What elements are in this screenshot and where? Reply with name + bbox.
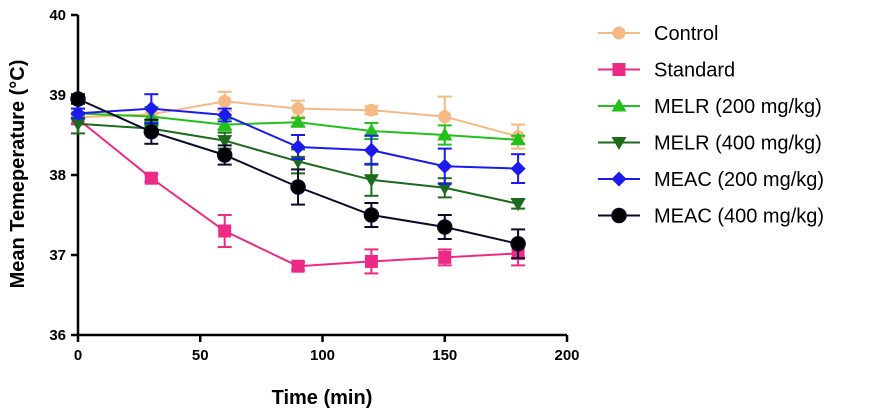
legend-marker <box>611 98 627 112</box>
data-point <box>144 171 158 185</box>
data-point <box>438 110 452 124</box>
data-point <box>510 236 526 252</box>
data-point <box>218 224 232 238</box>
y-axis-title: Mean Temeperature (°C) <box>7 60 29 289</box>
data-point <box>70 91 86 107</box>
y-tick-label: 36 <box>49 327 66 344</box>
data-point <box>363 123 379 137</box>
data-point <box>363 142 379 158</box>
data-point <box>510 161 526 177</box>
legend-label: Standard <box>654 60 735 82</box>
legend-label: Control <box>654 23 718 45</box>
data-point <box>510 132 526 146</box>
legend-item-3: MELR (200 mg/kg) <box>598 96 822 118</box>
data-point <box>291 102 305 116</box>
data-point <box>290 114 306 128</box>
legend-label: MELR (400 mg/kg) <box>654 133 822 155</box>
axes: 36 37 38 39 40 0 50 100 150 200 <box>49 7 579 364</box>
data-point <box>217 117 233 131</box>
legend-marker <box>612 63 626 76</box>
data-point <box>290 139 306 155</box>
data-point <box>510 198 526 212</box>
data-point <box>218 94 232 108</box>
data-point <box>437 182 453 196</box>
legend-item-6: MEAC (400 mg/kg) <box>598 206 824 228</box>
legend-label: MEAC (200 mg/kg) <box>654 169 824 191</box>
legend-item-4: MELR (400 mg/kg) <box>598 133 822 155</box>
data-point <box>437 158 453 174</box>
data-point <box>363 207 380 223</box>
legend-marker <box>611 137 627 150</box>
data-point <box>217 107 233 123</box>
y-tick-label: 37 <box>49 247 66 264</box>
legend-item-5: MEAC (200 mg/kg) <box>598 169 824 191</box>
y-tick-label: 40 <box>49 7 66 24</box>
legend-label: MELR (200 mg/kg) <box>654 96 822 118</box>
data-point <box>216 147 233 163</box>
legend-marker <box>611 207 627 224</box>
data-point <box>291 259 305 273</box>
legend-label: MEAC (400 mg/kg) <box>654 206 824 228</box>
data-point <box>290 179 306 195</box>
data-point <box>70 105 86 121</box>
legend-item-2: Standard <box>598 60 735 82</box>
legend-marker <box>611 171 627 187</box>
legend-marker <box>612 26 626 40</box>
series-6 <box>70 91 526 260</box>
y-tick-label: 39 <box>49 87 66 104</box>
data-point <box>143 101 159 117</box>
x-tick-label: 100 <box>310 347 335 364</box>
x-tick-label: 200 <box>554 347 579 364</box>
data-point <box>143 124 160 140</box>
x-tick-label: 150 <box>432 347 457 364</box>
x-tick-label: 0 <box>74 347 82 364</box>
data-point <box>437 219 453 235</box>
data-point <box>438 250 452 264</box>
data-point <box>70 118 86 132</box>
legend-item-1: Control <box>598 23 718 45</box>
series-5 <box>70 93 526 185</box>
x-axis-title: Time (min) <box>272 387 373 409</box>
data-point <box>363 174 379 188</box>
data-point <box>217 135 233 149</box>
legend: Control Standard MELR (200 mg/kg) MELR (40… <box>598 23 824 228</box>
y-tick-label: 38 <box>49 167 66 184</box>
data-point <box>364 254 378 268</box>
x-tick-label: 50 <box>192 347 209 364</box>
data-point <box>364 103 378 117</box>
data-point <box>437 127 453 141</box>
plot-area <box>70 90 526 275</box>
